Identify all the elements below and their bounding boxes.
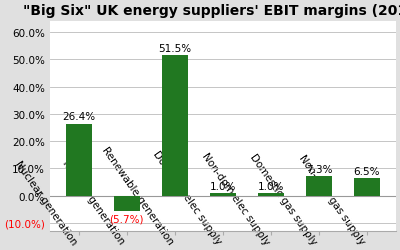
Bar [162,56,188,196]
Text: 26.4%: 26.4% [62,112,95,122]
Text: 51.5%: 51.5% [158,44,192,54]
Text: 6.5%: 6.5% [354,166,380,176]
Bar [354,178,380,196]
Bar [210,193,236,196]
Title: "Big Six" UK energy suppliers' EBIT margins (2015): "Big Six" UK energy suppliers' EBIT marg… [23,4,400,18]
Text: 1.0%: 1.0% [258,181,284,191]
Bar [114,196,140,211]
Text: 1.0%: 1.0% [210,181,236,191]
Text: 7.3%: 7.3% [306,164,332,174]
Bar [66,124,92,196]
Bar [258,193,284,196]
Bar [306,176,332,196]
Text: (5.7%): (5.7%) [110,214,144,224]
